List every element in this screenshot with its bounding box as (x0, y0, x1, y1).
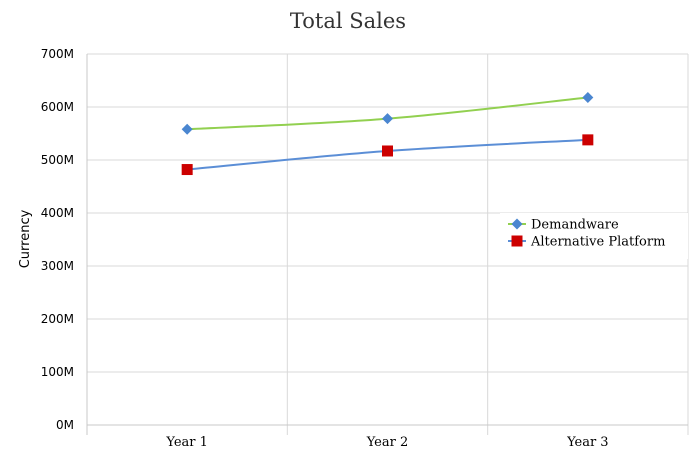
x-tick-labels: Year 1 Year 2 Year 3 (165, 435, 608, 450)
legend-label: Alternative Platform (530, 235, 665, 250)
y-tick-label: 400M (41, 206, 74, 220)
data-point (382, 145, 393, 157)
legend-marker (511, 235, 523, 247)
y-tick-label: 300M (41, 259, 74, 273)
x-tick-label: Year 2 (366, 435, 409, 450)
y-tick-labels: 0M 100M 200M 300M 400M 500M 600M 700M (41, 47, 74, 432)
legend-box (500, 213, 688, 259)
data-point (582, 134, 594, 146)
data-point (181, 123, 193, 135)
y-tick-label: 600M (41, 100, 74, 114)
x-tick-label: Year 3 (566, 435, 609, 450)
legend-item: Alternative Platform (508, 235, 665, 250)
y-tick-label: 0M (56, 418, 74, 432)
y-tick-label: 200M (41, 312, 74, 326)
data-point (181, 164, 193, 176)
x-tick-label: Year 1 (165, 435, 208, 450)
legend-marker (511, 218, 523, 230)
y-axis-label: Currency (18, 209, 33, 268)
y-tick-label: 700M (41, 47, 74, 61)
data-point (582, 91, 594, 103)
legend-label: Demandware (531, 218, 619, 233)
y-tick-label: 500M (41, 153, 74, 167)
legend-item: Demandware (508, 218, 619, 233)
series (181, 91, 594, 176)
chart-title: Total Sales (290, 9, 406, 33)
legend: Demandware Alternative Platform (500, 213, 688, 259)
series-1 (181, 134, 594, 176)
y-tick-label: 100M (41, 365, 74, 379)
gridlines (87, 53, 688, 435)
series-0 (181, 91, 594, 135)
data-point (382, 113, 393, 125)
